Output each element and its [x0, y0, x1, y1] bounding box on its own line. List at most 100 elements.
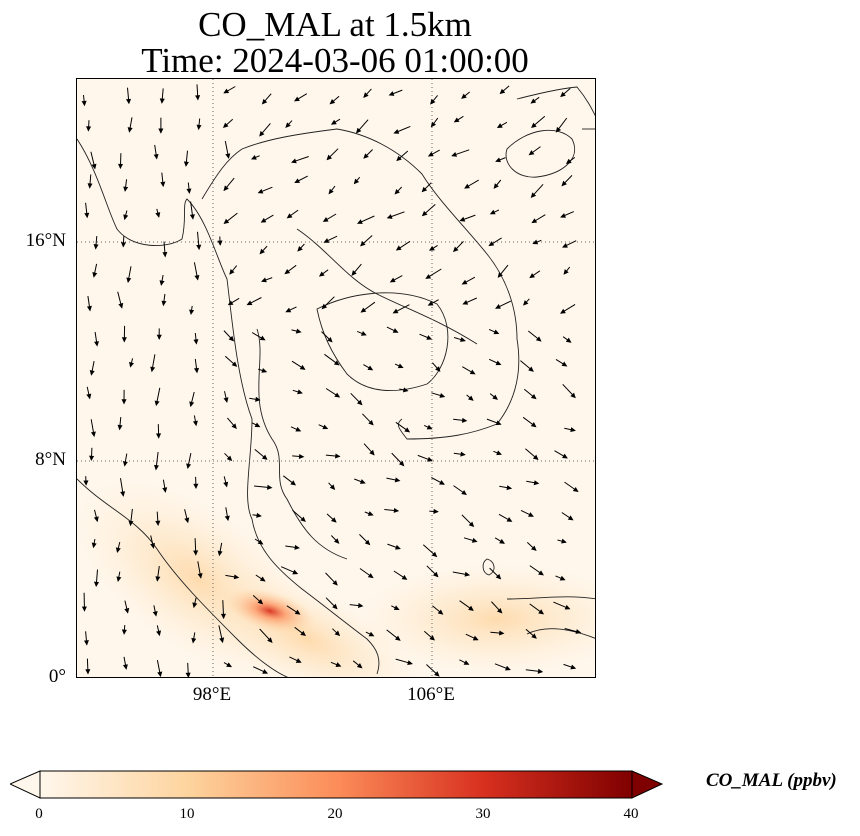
wind-arrow-head	[532, 239, 539, 245]
wind-arrow-head	[91, 542, 97, 549]
wind-arrow-head	[425, 274, 432, 279]
wind-arrow-head	[83, 640, 89, 646]
wind-arrow-head	[197, 573, 203, 579]
wind-arrow-head	[463, 660, 470, 665]
wind-arrow-head	[223, 185, 229, 192]
wind-arrow-head	[433, 508, 439, 514]
wind-arrow-head	[427, 456, 433, 462]
wind-arrow-head	[89, 370, 95, 376]
wind-arrow-head	[530, 422, 537, 428]
wind-arrow-head	[155, 212, 161, 218]
wind-arrow-head	[333, 538, 340, 544]
wind-arrow-head	[94, 341, 100, 347]
wind-arrow-head	[115, 547, 121, 554]
wind-arrow-head	[318, 271, 325, 277]
wind-arrow-head	[292, 569, 299, 575]
wind-arrow-head	[538, 570, 544, 576]
wind-arrow-head	[360, 307, 367, 313]
wind-arrow-head	[395, 245, 402, 251]
wind-arrow-head	[367, 511, 374, 516]
wind-arrow-head	[323, 238, 330, 243]
wind-arrow-head	[570, 664, 577, 670]
wind-arrow-head	[355, 127, 362, 134]
wind-arrow-head	[459, 216, 466, 222]
wind-arrow-head	[83, 480, 89, 486]
wind-arrow-head	[297, 245, 303, 252]
wind-arrow-head	[121, 629, 127, 635]
gridlines	[77, 79, 595, 677]
wind-arrow-head	[493, 183, 499, 189]
lon-tick-label: 98°E	[192, 684, 232, 705]
wind-arrow-head	[335, 662, 342, 667]
wind-arrow-head	[255, 396, 261, 402]
wind-arrow-head	[219, 637, 225, 644]
wind-arrow-head	[157, 671, 163, 677]
wind-arrow-head	[196, 124, 202, 131]
wind-arrow-head	[555, 126, 562, 133]
wind-arrow-head	[459, 337, 466, 342]
wind-arrow-head	[246, 300, 253, 306]
wind-arrow-head	[129, 361, 135, 368]
wind-arrow-head	[217, 240, 223, 246]
wind-arrow-head	[155, 433, 162, 439]
wind-arrow-head	[528, 512, 534, 517]
wind-arrow-head	[229, 269, 235, 275]
wind-arrow-head	[228, 335, 235, 342]
wind-arrow-head	[192, 420, 198, 427]
wind-arrow-head	[464, 571, 471, 577]
wind-arrow-head	[462, 299, 469, 305]
coastlines	[77, 86, 595, 677]
wind-arrow-head	[397, 363, 404, 369]
wind-arrow-head	[81, 606, 87, 612]
wind-arrow-head	[193, 367, 200, 374]
wind-arrow-head	[430, 98, 436, 105]
lon-tick-label: 106°E	[407, 684, 455, 705]
wind-arrow-head	[223, 218, 230, 225]
wind-arrow-head	[398, 460, 405, 467]
wind-arrow-head	[220, 613, 226, 620]
wind-arrow-head	[195, 95, 201, 101]
wind-arrow-head	[439, 392, 446, 398]
wind-arrow-head	[291, 158, 297, 164]
wind-arrow-head	[495, 420, 502, 426]
wind-arrow-head	[368, 419, 374, 426]
wind-arrow-head	[89, 455, 95, 462]
lat-tick-label: 8°N	[35, 449, 66, 470]
wind-arrow-head	[356, 399, 363, 406]
colorbar-gradient	[39, 770, 633, 799]
wind-arrow-head	[369, 449, 375, 456]
wind-arrow-head	[429, 635, 435, 641]
wind-arrow-head	[564, 604, 571, 610]
wind-arrow-head	[356, 663, 363, 669]
wind-arrow-head	[223, 481, 229, 488]
wind-arrow-head	[333, 360, 340, 366]
wind-arrow-head	[392, 328, 399, 333]
wind-arrow-head	[363, 92, 369, 98]
wind-arrow-head	[330, 119, 337, 125]
wind-arrow-head	[231, 423, 237, 430]
wind-arrow-head	[533, 480, 540, 486]
wind-arrow-head	[250, 154, 257, 160]
wind-arrow-head	[121, 337, 127, 343]
wind-arrow-head	[394, 477, 401, 483]
wind-arrow-head	[156, 630, 162, 637]
wind-arrow-head	[461, 489, 467, 496]
wind-arrow-head	[191, 637, 197, 644]
wind-arrow-head	[426, 424, 433, 430]
wind-arrow-head	[497, 272, 503, 278]
wind-arrow-head	[392, 308, 399, 314]
wind-arrow-head	[575, 629, 582, 634]
wind-arrow-head	[530, 393, 537, 400]
wind-arrow-head	[360, 330, 367, 336]
wind-arrow-head	[192, 602, 198, 609]
wind-arrow-head	[528, 150, 535, 156]
wind-arrow-head	[222, 122, 229, 128]
wind-arrow-head	[87, 183, 93, 189]
wind-arrow-head	[496, 123, 503, 128]
wind-arrow-head	[126, 277, 132, 284]
wind-arrow-head	[394, 188, 400, 195]
wind-arrow-head	[565, 337, 572, 343]
wind-arrow-head	[393, 605, 400, 611]
wind-arrow-head	[189, 309, 195, 316]
lat-tick-label: 16°N	[25, 230, 66, 251]
